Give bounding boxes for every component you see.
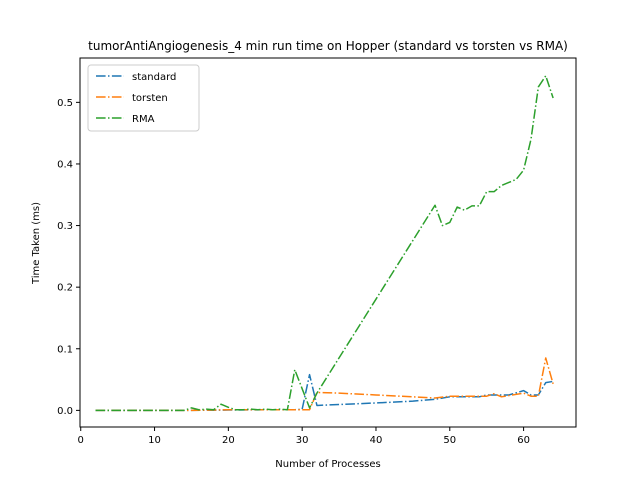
y-tick-label: 0.2 <box>57 283 73 294</box>
legend-box <box>87 64 200 132</box>
legend-label-rma: RMA <box>132 114 155 125</box>
y-tick-label: 0.5 <box>57 98 73 109</box>
plot-frame <box>79 57 577 428</box>
x-tick-label: 10 <box>148 435 161 446</box>
x-tick-label: 0 <box>78 435 84 446</box>
x-axis: 0 10 20 30 40 50 60 <box>78 427 530 446</box>
x-tick-label: 60 <box>517 435 530 446</box>
series-line-rma <box>95 75 554 412</box>
legend-label-torsten: torsten <box>132 93 168 104</box>
legend: standard torsten RMA <box>87 64 200 132</box>
y-tick-label: 0.4 <box>57 159 73 170</box>
x-tick-label: 40 <box>370 435 383 446</box>
x-tick-label: 20 <box>222 435 235 446</box>
legend-label-standard: standard <box>132 72 176 83</box>
y-axis-label: Time Taken (ms) <box>31 202 42 285</box>
x-tick-label: 30 <box>296 435 309 446</box>
x-tick-label: 50 <box>443 435 456 446</box>
y-tick-label: 0.3 <box>57 221 73 232</box>
y-axis: 0.0 0.1 0.2 0.3 0.4 0.5 <box>57 98 80 417</box>
y-tick-label: 0.1 <box>57 344 73 355</box>
x-axis-label: Number of Processes <box>275 459 380 470</box>
y-tick-label: 0.0 <box>57 406 73 417</box>
chart-title: tumorAntiAngiogenesis_4 min run time on … <box>88 39 568 53</box>
lines-layer <box>95 75 554 412</box>
